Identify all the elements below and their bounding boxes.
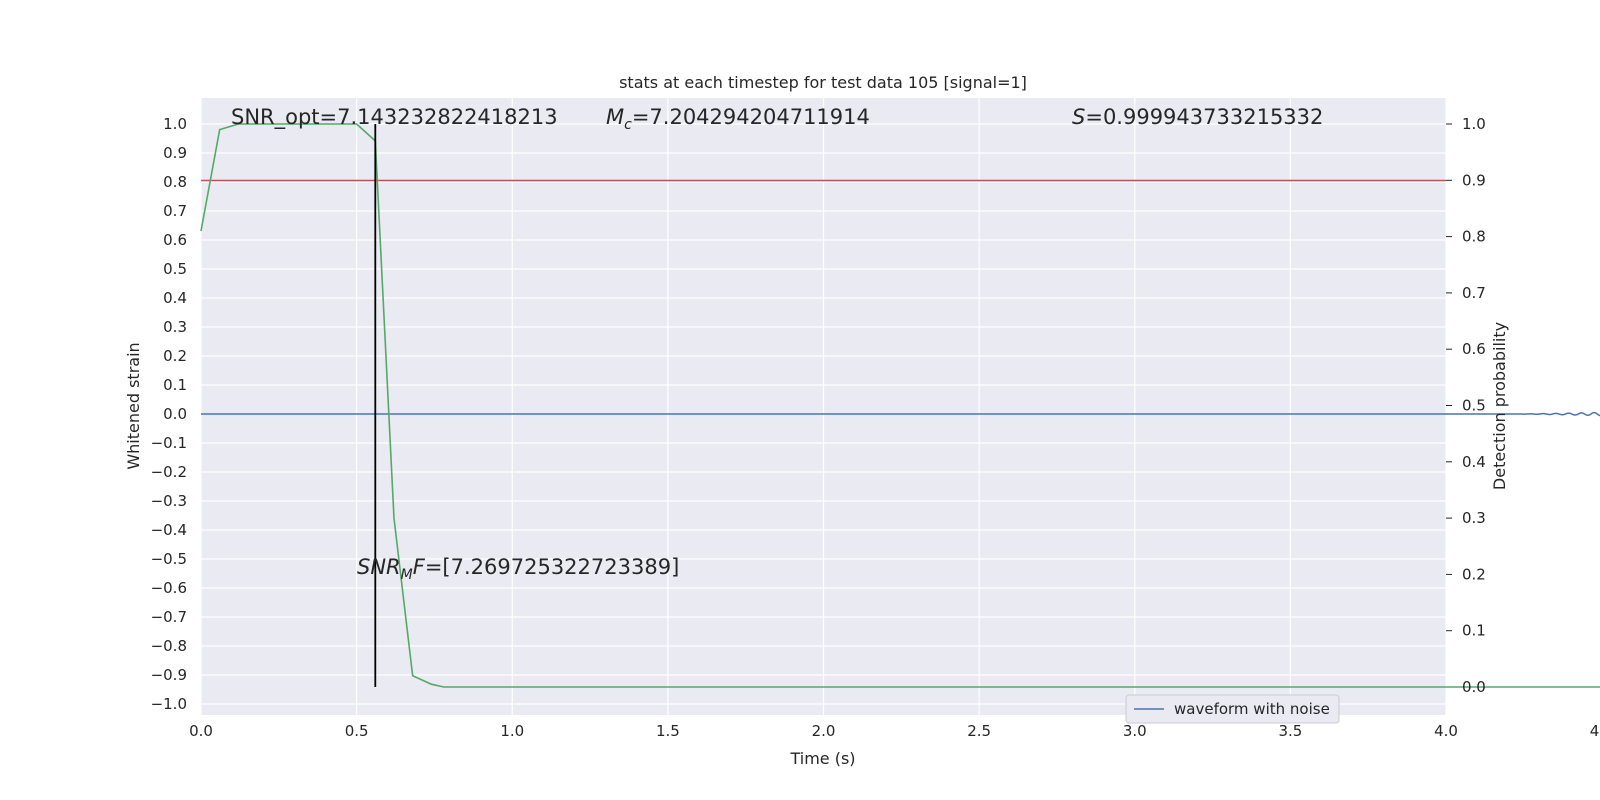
y-tick-label: −0.9 — [151, 666, 187, 684]
y2-tick-label: 0.2 — [1462, 565, 1486, 583]
y-tick-label: 0.4 — [163, 289, 187, 307]
y2-tick-label: 0.8 — [1462, 228, 1486, 246]
x-tick-label: 0.0 — [189, 722, 213, 740]
y2-tick-label: 0.4 — [1462, 453, 1486, 471]
x-tick-label: 2.0 — [812, 722, 836, 740]
y2-tick-label: 1.0 — [1462, 115, 1486, 133]
chart-title: stats at each timestep for test data 105… — [619, 73, 1027, 92]
x-axis-label: Time (s) — [789, 749, 855, 768]
y-tick-label: −0.5 — [151, 550, 187, 568]
x-tick-label: 2.5 — [967, 722, 991, 740]
y-tick-label: 0.5 — [163, 260, 187, 278]
y-tick-label: −0.3 — [151, 492, 187, 510]
mc-annotation: Mc=7.204294204711914 — [606, 105, 870, 133]
y-tick-label: 0.0 — [163, 405, 187, 423]
snr-mf-annotation: SNRMF=[7.269725322723389] — [357, 555, 679, 583]
x-tick-label: 1.0 — [500, 722, 524, 740]
y-tick-label: −0.4 — [151, 521, 187, 539]
legend-box — [1125, 694, 1340, 724]
chart-marks — [200, 123, 1600, 688]
y-tick-label: −0.1 — [151, 434, 187, 452]
y-tick-label: 0.3 — [163, 318, 187, 336]
y-tick-label: −1.0 — [151, 695, 187, 713]
ticks: 0.00.51.01.52.02.53.03.54.04.55.05.56.06… — [151, 115, 1600, 740]
y2-tick-label: 0.6 — [1462, 340, 1486, 358]
legend-entry-label: waveform with noise — [1174, 700, 1330, 718]
y-tick-label: −0.2 — [151, 463, 187, 481]
y2-tick-label: 0.1 — [1462, 622, 1486, 640]
x-tick-label: 4.0 — [1434, 722, 1458, 740]
s-annotation: S=0.999943733215332 — [1072, 105, 1323, 129]
y-tick-label: 0.7 — [163, 202, 187, 220]
y2-tick-label: 0.5 — [1462, 397, 1486, 415]
y-tick-label: 1.0 — [163, 115, 187, 133]
x-tick-label: 3.5 — [1278, 722, 1302, 740]
detection-probability-line — [200, 123, 1600, 688]
x-tick-label: 1.5 — [656, 722, 680, 740]
y-tick-label: 0.6 — [163, 231, 187, 249]
y2-axis-label: Detection probability — [1490, 322, 1509, 490]
y-tick-label: 0.8 — [163, 173, 187, 191]
legend: waveform with noise — [1125, 694, 1340, 724]
y-tick-label: 0.9 — [163, 144, 187, 162]
y2-tick-label: 0.0 — [1462, 678, 1486, 696]
x-tick-label: 3.0 — [1123, 722, 1147, 740]
y2-tick-label: 0.9 — [1462, 171, 1486, 189]
waveform-line — [201, 411, 1600, 417]
y2-tick-label: 0.7 — [1462, 284, 1486, 302]
y2-tick-label: 0.3 — [1462, 509, 1486, 527]
x-tick-label: 0.5 — [345, 722, 369, 740]
y-axis-label: Whitened strain — [124, 342, 143, 469]
x-tick-label: 4.5 — [1590, 722, 1600, 740]
snr-opt-annotation: SNR_opt=7.143232822418213 — [231, 105, 558, 130]
y-tick-label: −0.7 — [151, 608, 187, 626]
y-tick-label: −0.8 — [151, 637, 187, 655]
y-tick-label: 0.1 — [163, 376, 187, 394]
y-tick-label: 0.2 — [163, 347, 187, 365]
y-tick-label: −0.6 — [151, 579, 187, 597]
